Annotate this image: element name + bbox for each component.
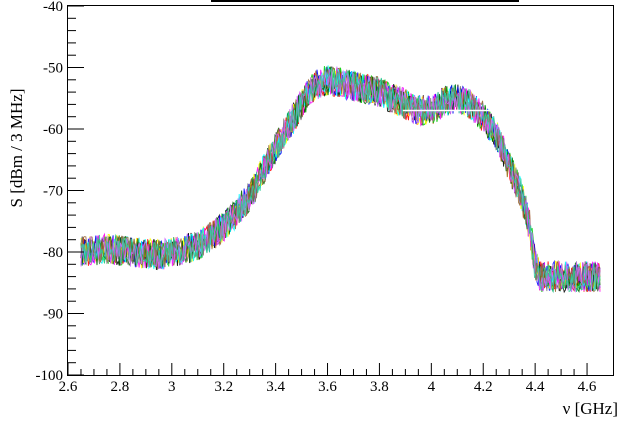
spectrum-trace [80, 69, 601, 292]
y-tick-label: -70 [43, 184, 63, 200]
x-tick-label: 3 [168, 379, 176, 395]
x-tick-label: 2.8 [111, 379, 130, 395]
plot-frame [67, 5, 614, 376]
x-tick-label: 4.2 [474, 379, 493, 395]
trace-group [80, 65, 601, 294]
x-axis-title: ν [GHz] [563, 399, 618, 418]
x-tick-label: 2.6 [59, 379, 78, 395]
spectrum-trace [80, 66, 601, 293]
spectrum-trace [80, 67, 601, 294]
y-tick-label: -80 [43, 245, 63, 261]
x-tick-label: 3.2 [214, 379, 233, 395]
x-tick-label: 3.6 [318, 379, 337, 395]
x-tick-label: 4.6 [578, 379, 597, 395]
y-tick-label: -90 [43, 307, 63, 323]
x-tick-label: 3.8 [370, 379, 389, 395]
x-tick-label: 4 [428, 379, 436, 395]
x-tick-label: 3.4 [266, 379, 285, 395]
y-tick-label: -100 [36, 368, 64, 384]
x-tick-label: 4.4 [526, 379, 545, 395]
y-tick-label: -60 [43, 122, 63, 138]
y-tick-label: -50 [43, 61, 63, 77]
tick-group: 2.6 2.8 3 3.2 3.4 3.6 3.8 4 4.2 4.4 4.6 -100 -90 -80 -… [36, 0, 597, 395]
y-tick-label: -40 [43, 0, 63, 15]
y-axis-title: S [dBm / 3 MHz] [7, 89, 26, 208]
